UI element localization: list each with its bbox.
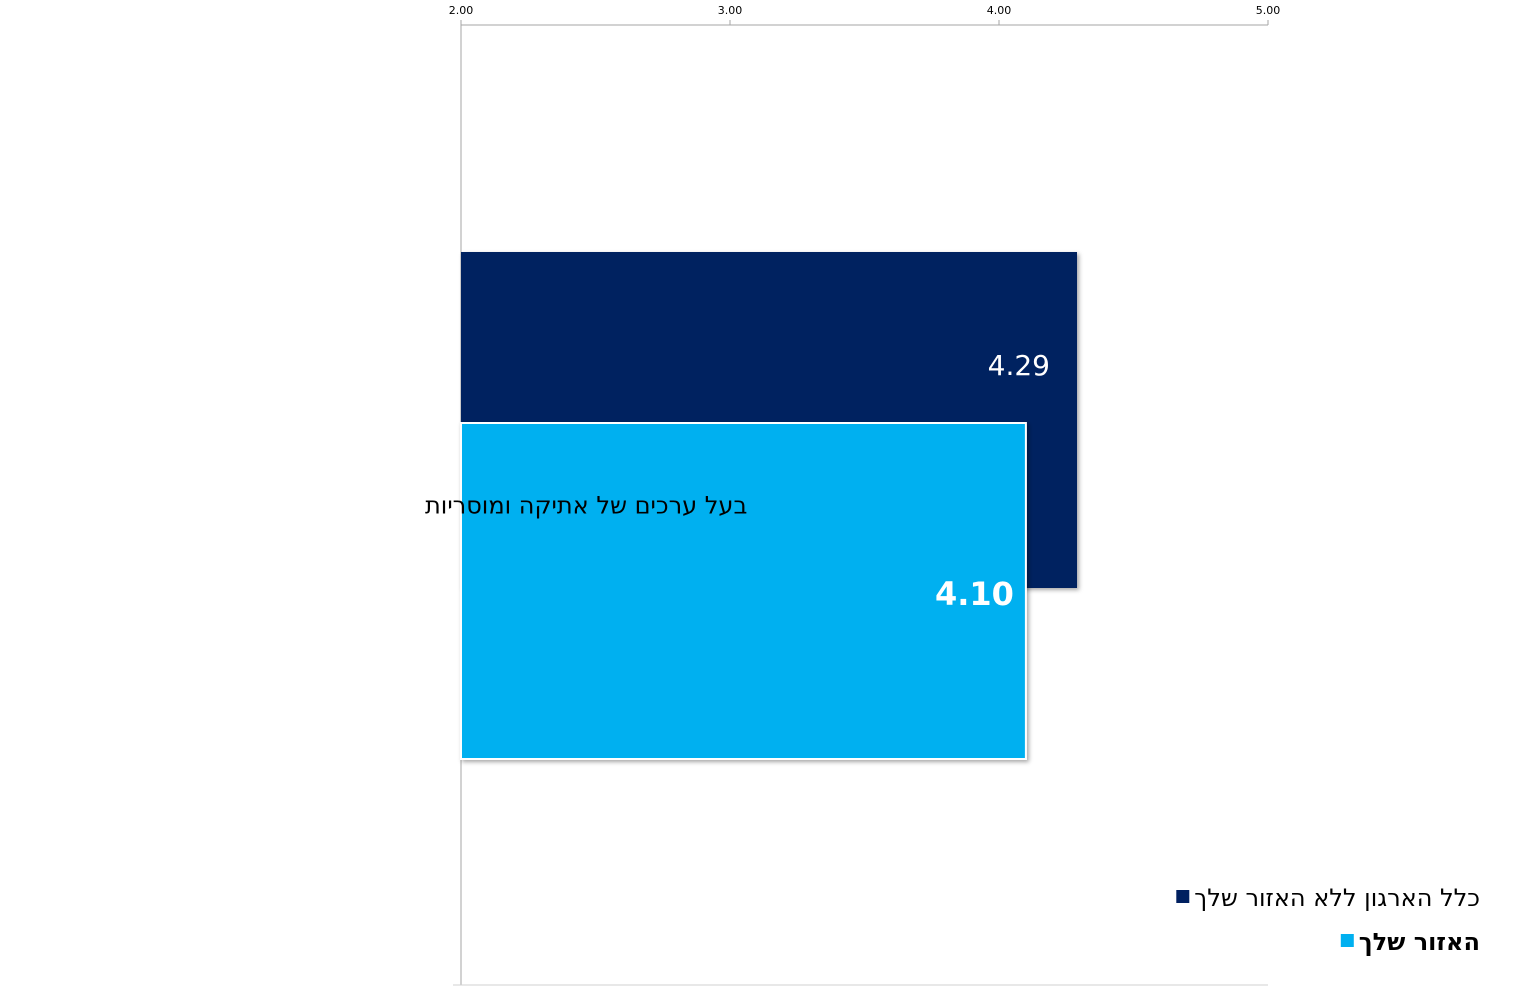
bar-your-region <box>460 422 1027 760</box>
legend-swatch <box>1176 890 1190 903</box>
x-tick-label: 5.00 <box>1256 4 1281 17</box>
category-label: בעל ערכים של אתיקה ומוסריות <box>425 492 747 520</box>
x-tick-label: 4.00 <box>987 4 1012 17</box>
legend-swatch <box>1340 934 1354 947</box>
value-label-your-region: 4.10 <box>935 575 1014 613</box>
x-tick-label: 2.00 <box>449 4 474 17</box>
x-tick-label: 3.00 <box>718 4 743 17</box>
value-label-organization: 4.29 <box>988 349 1050 382</box>
legend-label: האזור שלך <box>1359 928 1480 956</box>
legend-label: כלל הארגון ללא האזור שלך <box>1194 884 1480 912</box>
